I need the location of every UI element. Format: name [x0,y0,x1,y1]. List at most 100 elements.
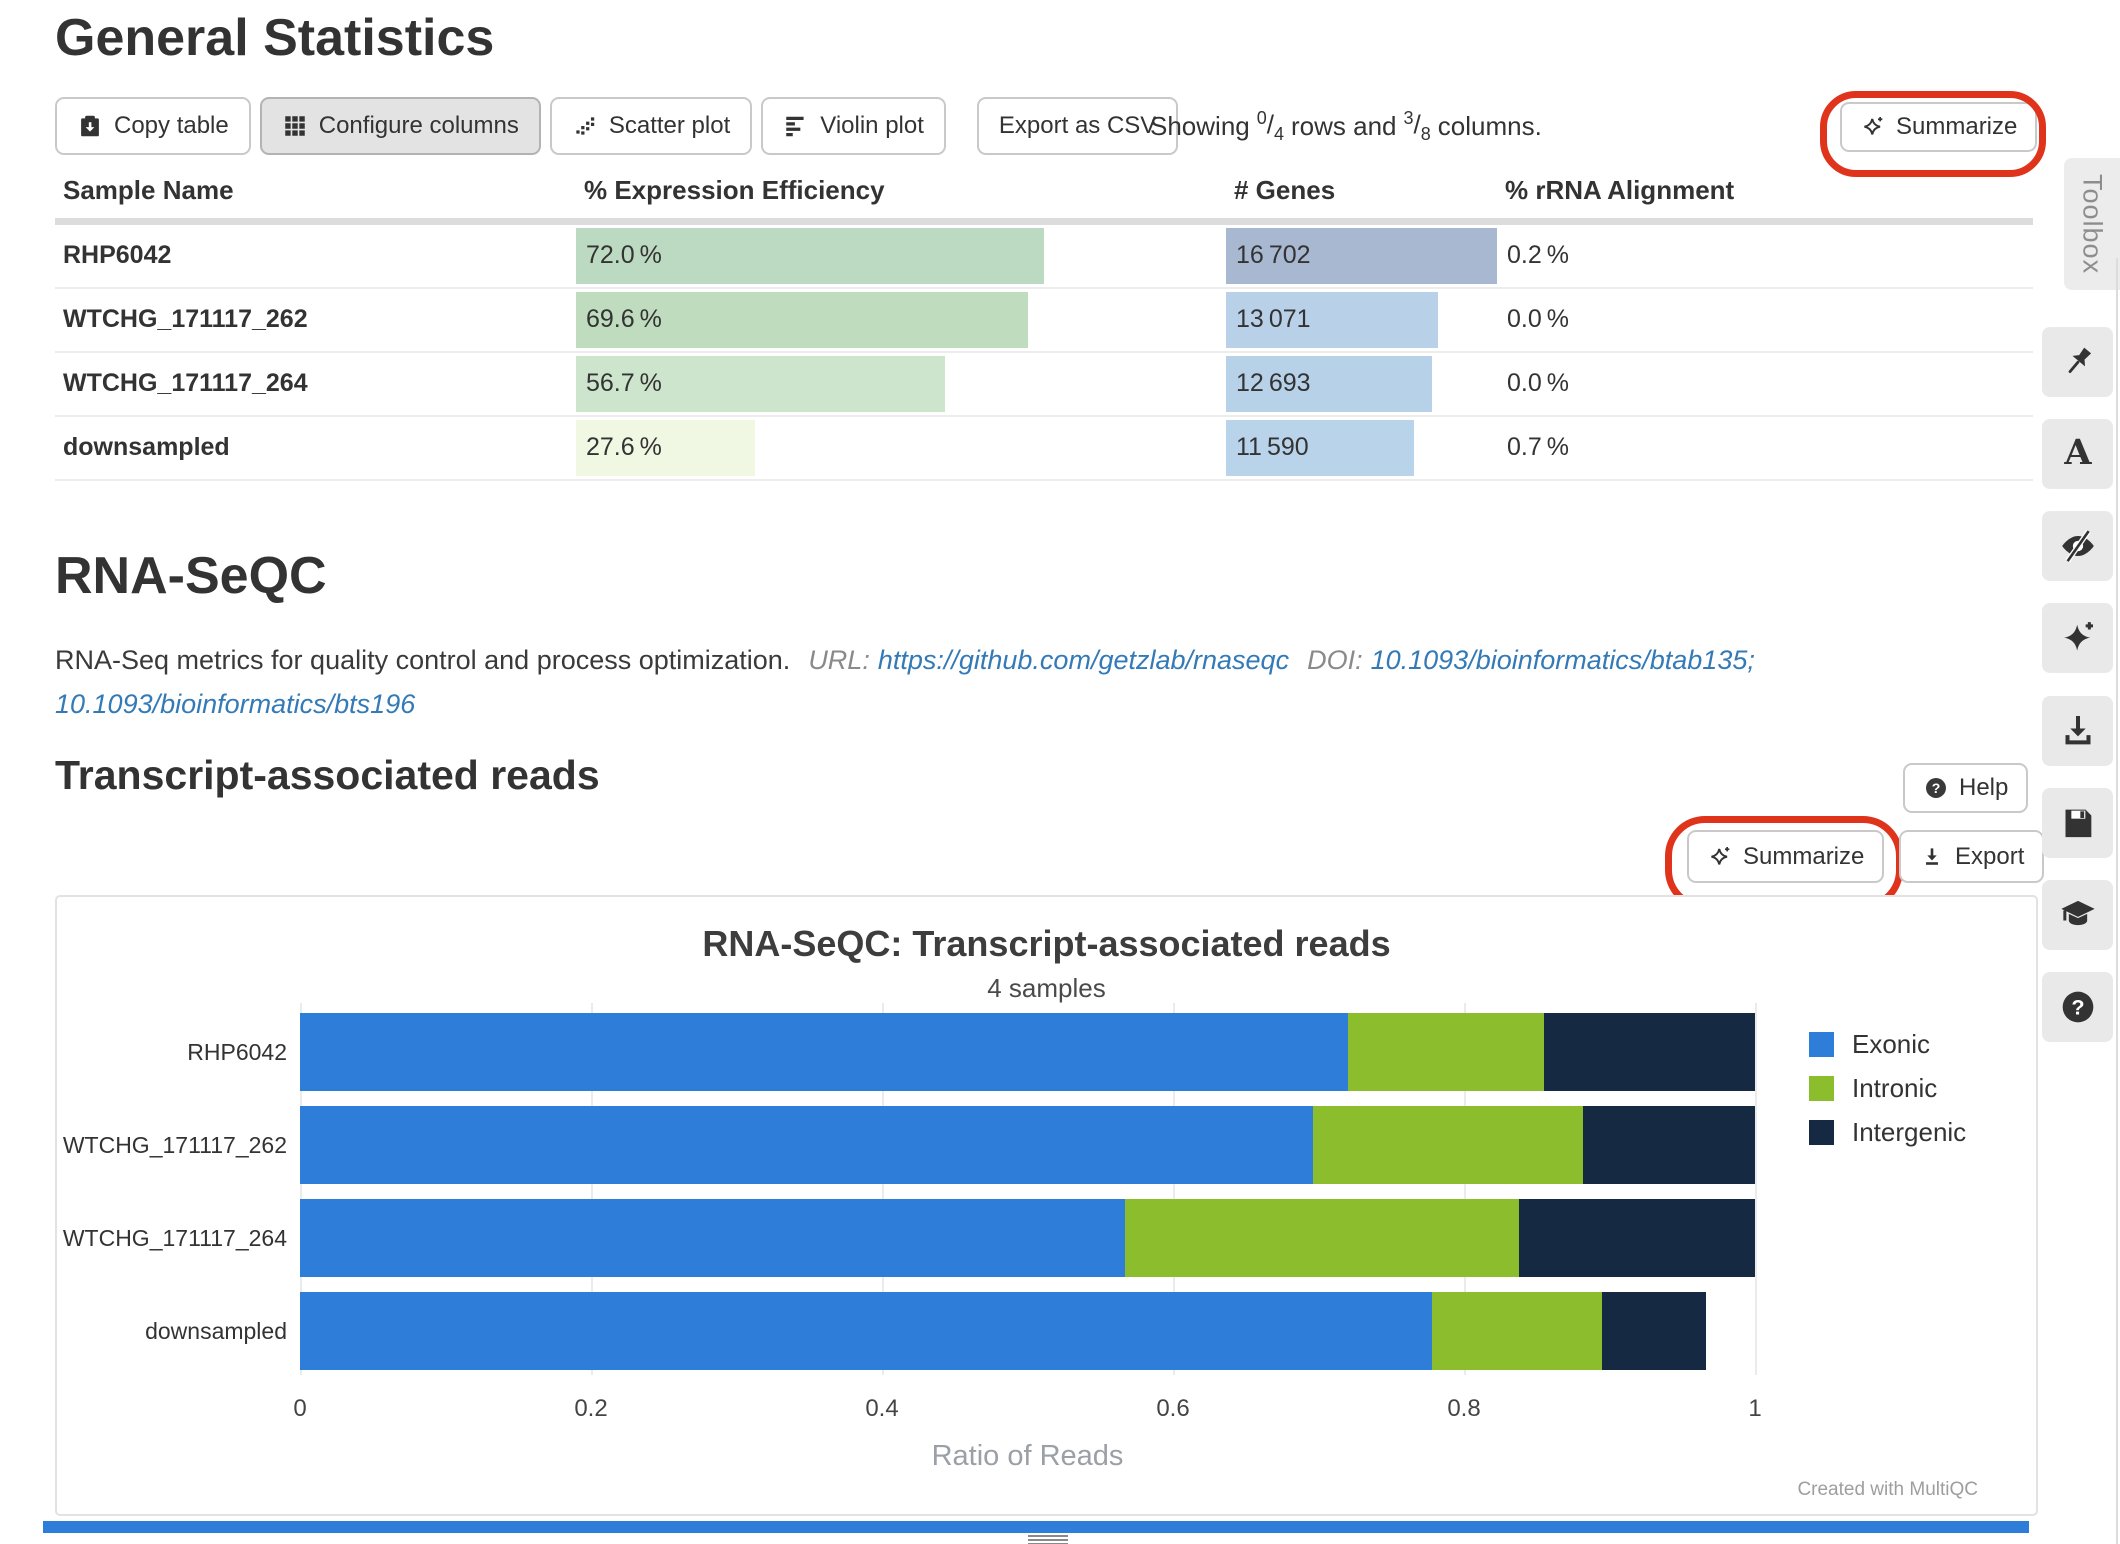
multiqc-watermark: Created with MultiQC [1797,1479,1978,1500]
plot-title: RNA-SeQC: Transcript-associated reads [702,923,1391,964]
legend-label: Exonic [1852,1029,1931,1059]
column-header[interactable]: # Genes [1234,175,1336,205]
configure-columns-button[interactable]: Configure columns [259,97,541,155]
toolbox-help-button[interactable]: ? [2042,972,2113,1042]
bar-segment-exonic[interactable] [300,1199,1125,1277]
x-tick-label: 0.6 [1156,1395,1190,1422]
bar-segment-intergenic[interactable] [1602,1292,1706,1370]
showing-summary: Showing 0/4 rows and 3/8 columns. [1143,97,1549,155]
module-doi-link-1[interactable]: 10.1093/bioinformatics/btab135; [1370,645,1755,675]
bar-segment-exonic[interactable] [300,1292,1432,1370]
module-doi-link-2[interactable]: 10.1093/bioinformatics/bts196 [55,689,416,719]
data-bar [576,420,755,476]
data-bar [1226,420,1414,476]
gridline [300,1003,302,1375]
bar-segment-exonic[interactable] [300,1013,1348,1091]
gridline [1464,1003,1466,1375]
genes-cell: 11 590 [1226,417,1497,479]
export-csv-label: Export as CSV [998,112,1157,139]
general-stats-table: Sample Name % Expression Efficiency # Gene… [55,163,2033,481]
sample-name-cell[interactable]: downsampled [63,433,230,461]
scatter-icon [572,113,598,139]
export-plot-button[interactable]: Export [1899,830,2045,883]
bar-segment-intronic[interactable] [1312,1106,1584,1184]
bar-segment-intronic[interactable] [1347,1013,1545,1091]
legend-label: Intronic [1852,1073,1938,1103]
font-icon: A [2058,434,2098,474]
export-csv-button[interactable]: Export as CSV [976,97,1179,155]
sample-name-cell[interactable]: RHP6042 [63,241,172,269]
x-tick-label: 0.2 [574,1395,608,1422]
table-row: RHP6042 72.0 % 16 702 0.2 % [55,225,2033,289]
bar-segment-intergenic[interactable] [1544,1013,1755,1091]
x-axis-title: Ratio of Reads [931,1440,1124,1472]
toolbox-show-hide-button[interactable] [2042,511,2113,581]
plot-legend: Exonic Intronic Intergenic [1809,1029,1966,1161]
bar-segment-intronic[interactable] [1124,1199,1520,1277]
gridline [1755,1003,1757,1375]
scatter-plot-button[interactable]: Scatter plot [549,97,753,155]
module-url-link[interactable]: https://github.com/getzlab/rnaseqc [877,645,1290,675]
svg-text:?: ? [1932,780,1941,796]
bar-segment-exonic[interactable] [300,1106,1313,1184]
cell-value: 72.0 % [586,241,662,269]
sample-name-cell[interactable]: WTCHG_171117_264 [63,369,308,397]
column-header[interactable]: % Expression Efficiency [584,175,885,205]
bar-segment-intergenic[interactable] [1583,1106,1755,1184]
bar-segment-intergenic[interactable] [1519,1199,1755,1277]
cell-value: 13 071 [1236,305,1311,333]
x-tick-label: 0.8 [1447,1395,1481,1422]
genes-cell: 12 693 [1226,353,1497,415]
genes-cell: 16 702 [1226,225,1497,287]
toolbox-tour-button[interactable] [2042,880,2113,950]
toolbox-tab[interactable]: Toolbox [2064,158,2120,290]
sparkle-icon [2058,618,2098,658]
violin-plot-button[interactable]: Violin plot [761,97,946,155]
rrna-cell: 0.7 % [1497,417,2033,479]
toolbox-save-button[interactable] [2042,788,2113,858]
cell-value: 56.7 % [586,369,662,397]
toolbox-ai-button[interactable] [2042,603,2113,673]
legend-swatch [1809,1076,1834,1101]
scatter-plot-label: Scatter plot [608,112,731,139]
summarize-plot-button[interactable]: Summarize [1687,830,1885,883]
genes-cell: 13 071 [1226,289,1497,351]
column-header[interactable]: % rRNA Alignment [1505,175,1735,205]
url-label: URL: [808,645,870,675]
configure-columns-label: Configure columns [318,112,519,139]
save-icon [2058,803,2098,843]
cell-value: 27.6 % [586,433,662,461]
showing-prefix: Showing [1150,110,1250,141]
align-left-icon [783,113,809,139]
cell-value: 12 693 [1236,369,1311,397]
toolbox-pin-button[interactable] [2042,327,2113,397]
cell-value: 16 702 [1236,241,1311,269]
legend-item[interactable]: Intergenic [1809,1117,1966,1148]
help-label: Help [1959,774,2009,801]
toolbox-download-button[interactable] [2042,696,2113,766]
bar-segment-intronic[interactable] [1431,1292,1603,1370]
x-tick-label: 1 [1748,1395,1762,1422]
cell-value: 11 590 [1236,433,1309,461]
copy-table-button[interactable]: Copy table [55,97,251,155]
expression-efficiency-cell: 72.0 % [576,225,1226,287]
data-bar [576,292,1028,348]
legend-item[interactable]: Exonic [1809,1029,1966,1060]
column-header[interactable]: Sample Name [63,175,234,205]
table-header-row: Sample Name % Expression Efficiency # Gene… [55,163,2033,218]
sample-name-cell[interactable]: WTCHG_171117_262 [63,305,308,333]
summarize-label: Summarize [1896,113,2018,140]
drag-handle-icon[interactable] [1028,1535,1068,1544]
rrna-cell: 0.0 % [1497,353,2033,415]
summarize-table-button[interactable]: Summarize [1840,102,2038,152]
help-button[interactable]: ? Help [1903,763,2029,813]
clipboard-icon [77,113,103,139]
legend-item[interactable]: Intronic [1809,1073,1966,1104]
gridline [882,1003,884,1375]
table-header-divider [55,218,2033,225]
pin-icon [2058,342,2098,382]
violin-plot-label: Violin plot [820,112,924,139]
legend-swatch [1809,1120,1834,1145]
toolbox-rename-button[interactable]: A [2042,419,2113,489]
